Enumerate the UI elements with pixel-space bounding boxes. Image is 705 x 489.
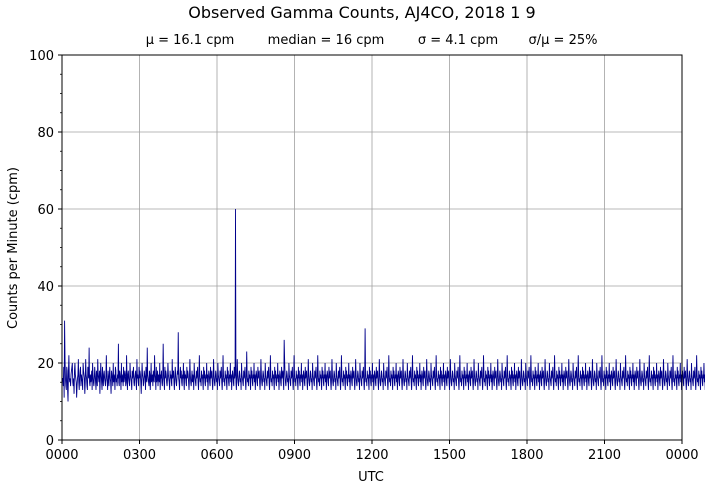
chart-title: Observed Gamma Counts, AJ4CO, 2018 1 9	[188, 3, 535, 22]
x-tick-label: 0600	[200, 448, 233, 463]
x-tick-label: 0300	[123, 448, 156, 463]
stat-median: median = 16 cpm	[268, 33, 385, 48]
y-tick-label: 60	[37, 203, 54, 218]
x-tick-label: 1200	[355, 448, 388, 463]
y-tick-label: 0	[46, 434, 54, 449]
x-tick-label: 0900	[278, 448, 311, 463]
x-tick-label: 1800	[510, 448, 543, 463]
grid-lines	[61, 54, 683, 441]
y-tick-label: 100	[29, 49, 54, 64]
series-line-counts	[61, 208, 705, 402]
stat-sigma-over-mu: σ/μ = 25%	[529, 33, 598, 48]
axis-ticks: 0000 0300 0600 0900 1200 1500 1800 2100 00000204…	[29, 49, 698, 463]
y-tick-label: 80	[37, 126, 54, 141]
x-tick-label: 2100	[588, 448, 621, 463]
y-tick-label: 20	[37, 357, 54, 372]
series-layer	[61, 208, 705, 402]
x-tick-label: 0000	[665, 448, 698, 463]
y-axis-label: Counts per Minute (cpm)	[6, 167, 21, 329]
x-axis-label: UTC	[358, 470, 384, 485]
x-tick-label: 1500	[433, 448, 466, 463]
x-tick-label: 0000	[45, 448, 78, 463]
stat-mean: μ = 16.1 cpm	[146, 33, 235, 48]
stat-sigma: σ = 4.1 cpm	[418, 33, 498, 48]
y-tick-label: 40	[37, 280, 54, 295]
